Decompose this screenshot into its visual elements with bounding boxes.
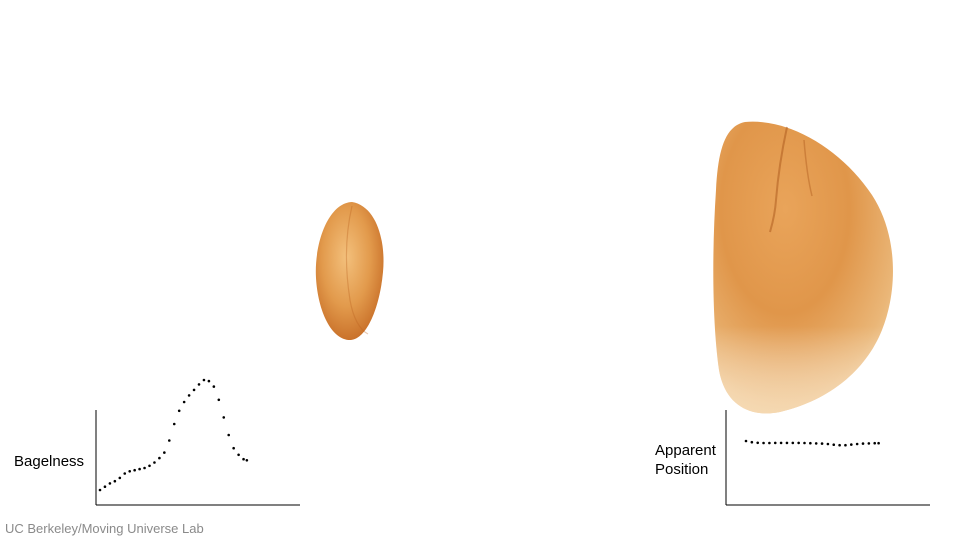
- curve-point: [773, 441, 777, 445]
- bagelness-axes: [95, 378, 300, 506]
- curve-point: [128, 470, 131, 473]
- curve-point: [762, 441, 765, 445]
- curve-point: [177, 409, 181, 413]
- curve-point: [143, 466, 146, 470]
- curve-point: [103, 485, 107, 489]
- curve-point: [192, 388, 196, 392]
- curve-point: [98, 488, 102, 492]
- curve-point: [832, 443, 836, 447]
- curve-point: [207, 379, 211, 383]
- curve-point: [133, 468, 136, 472]
- curve-point: [217, 398, 221, 402]
- bagelness-curve: [98, 378, 249, 492]
- curve-point: [168, 439, 171, 442]
- apparent-position-axis-label-line2: Position: [655, 461, 709, 478]
- curve-point: [768, 441, 771, 445]
- bagelness-axis-label: Bagelness: [14, 453, 85, 470]
- curve-point: [850, 443, 853, 446]
- curve-point: [182, 400, 186, 404]
- curve-point: [118, 476, 122, 480]
- curve-point: [820, 442, 824, 445]
- curve-point: [791, 441, 795, 445]
- curve-point: [222, 416, 226, 419]
- curve-point: [138, 467, 141, 471]
- curve-point: [814, 442, 818, 445]
- apparent-position-axis-label-line1: Apparent: [655, 442, 716, 459]
- curve-point: [227, 433, 230, 437]
- curve-point: [803, 441, 806, 445]
- curve-point: [197, 383, 201, 386]
- curve-point: [187, 394, 191, 397]
- curve-point: [242, 457, 245, 461]
- curve-point: [172, 422, 176, 426]
- curve-point: [237, 453, 240, 457]
- curve-point: [148, 464, 151, 468]
- curve-point: [779, 441, 783, 445]
- curve-point: [163, 451, 166, 454]
- curve-point: [867, 442, 871, 445]
- curve-point: [113, 479, 117, 483]
- curve-point: [809, 441, 812, 445]
- curve-point: [877, 441, 880, 445]
- curve-point: [750, 440, 754, 444]
- curve-point: [123, 472, 127, 475]
- apparent-position-curve: [744, 439, 880, 447]
- apparent-position-axes: [725, 410, 930, 506]
- bread-roll-small: [315, 202, 384, 341]
- curve-point: [212, 385, 216, 388]
- curve-point: [744, 439, 748, 443]
- curve-point: [861, 442, 865, 445]
- curve-point: [756, 441, 759, 445]
- bread-roll-large: [713, 121, 893, 414]
- curve-point: [245, 459, 249, 462]
- curve-point: [797, 441, 800, 445]
- curve-point: [826, 442, 830, 446]
- curve-point: [158, 456, 161, 460]
- curve-point: [844, 443, 847, 447]
- curve-point: [232, 446, 235, 450]
- curve-point: [108, 482, 112, 485]
- curve-point: [153, 461, 156, 464]
- curve-point: [202, 378, 206, 382]
- curve-point: [873, 441, 876, 445]
- credit-text: UC Berkeley/Moving Universe Lab: [5, 521, 204, 536]
- curve-point: [785, 441, 789, 445]
- curve-point: [838, 443, 841, 447]
- curve-point: [855, 442, 859, 446]
